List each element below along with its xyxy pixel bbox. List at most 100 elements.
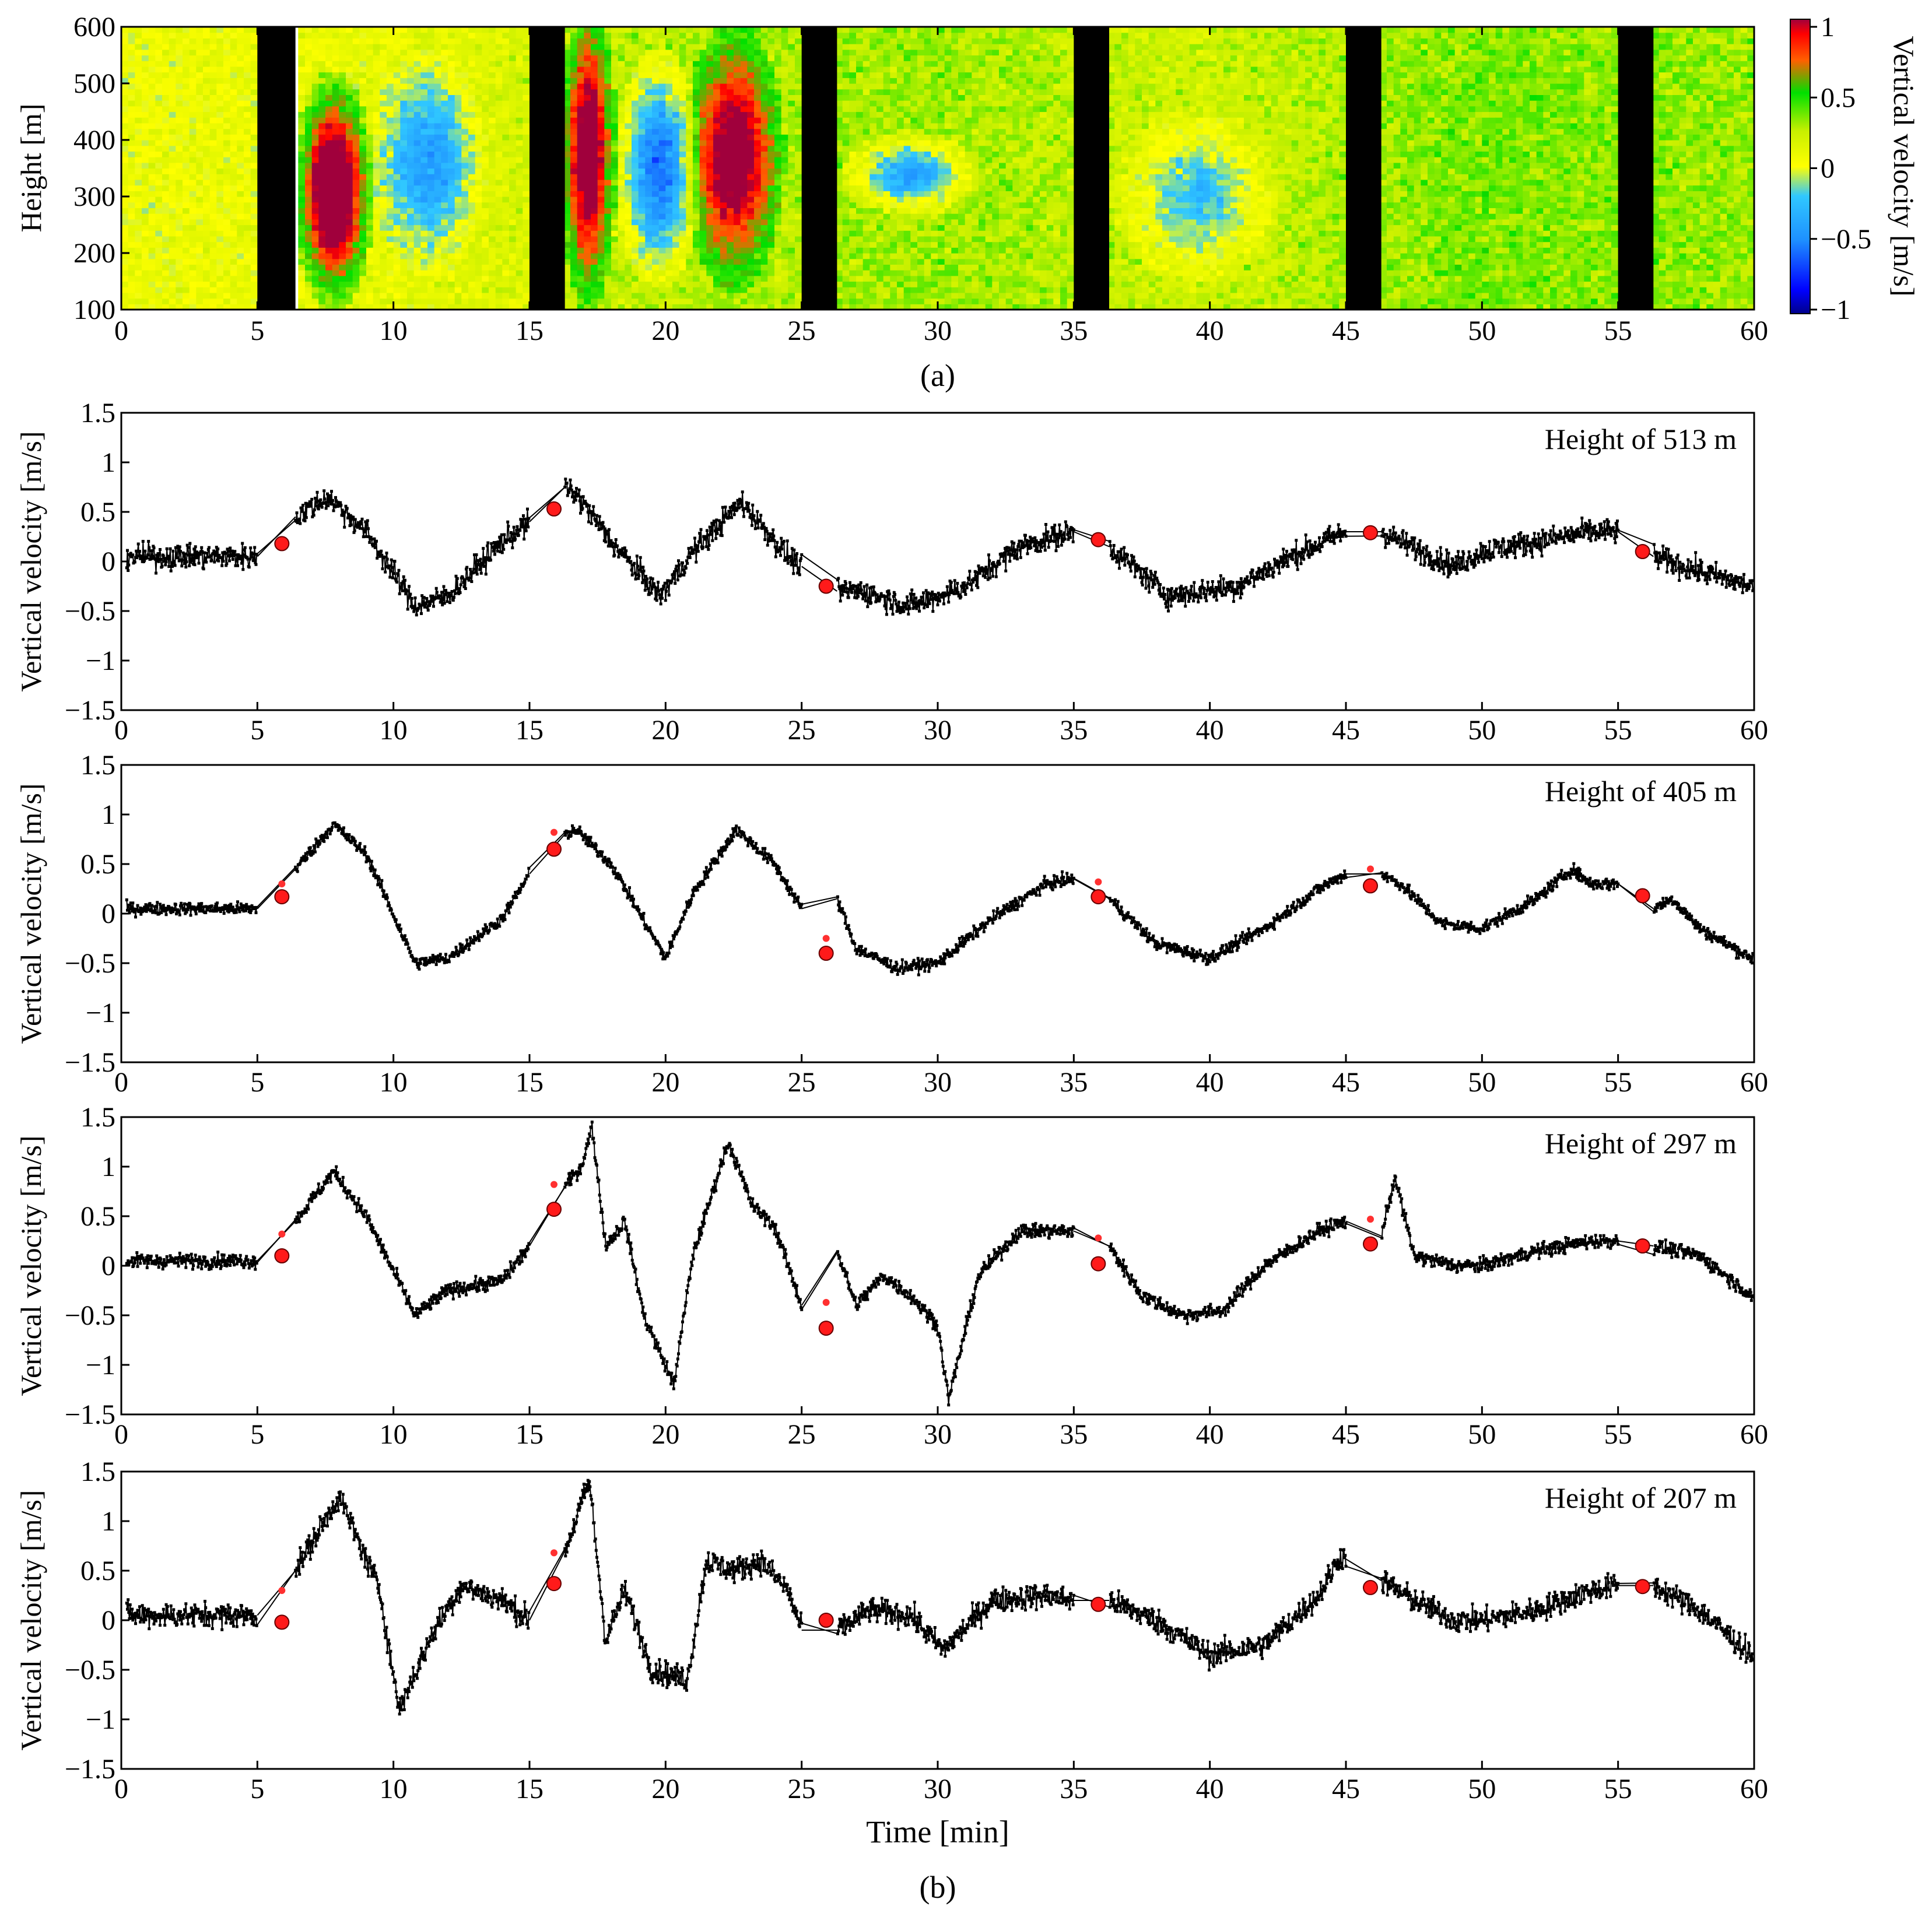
- heatmap-cell: [740, 258, 748, 265]
- heatmap-cell: [672, 191, 680, 197]
- heatmap-cell: [693, 162, 700, 169]
- heatmap-cell: [475, 55, 482, 61]
- heatmap-cell: [577, 157, 584, 163]
- heatmap-cell: [781, 196, 788, 203]
- heatmap-cell: [128, 162, 135, 169]
- heatmap-cell: [699, 122, 707, 129]
- heatmap-cell: [482, 224, 489, 231]
- heatmap-cell: [720, 27, 727, 33]
- heatmap-cell: [862, 168, 870, 174]
- heatmap-cell: [305, 213, 313, 220]
- heatmap-cell: [325, 230, 333, 237]
- heatmap-cell: [135, 298, 142, 304]
- heatmap-cell: [393, 281, 401, 287]
- heatmap-cell: [189, 100, 197, 107]
- heatmap-cell: [774, 157, 782, 163]
- heatmap-cell: [359, 236, 367, 243]
- heatmap-cell: [740, 111, 748, 118]
- heatmap-cell: [413, 157, 421, 163]
- heatmap-cell: [516, 44, 523, 50]
- heatmap-cell: [720, 72, 727, 78]
- heatmap-cell: [706, 168, 714, 174]
- heatmap-cell: [366, 219, 374, 226]
- heatmap-cell: [618, 287, 625, 293]
- heatmap-cell: [427, 128, 435, 135]
- heatmap-cell: [754, 258, 762, 265]
- heatmap-cell: [393, 157, 401, 163]
- heatmap-cell: [346, 83, 353, 90]
- heatmap-cell: [658, 140, 666, 146]
- heatmap-cell: [407, 117, 415, 124]
- heatmap-cell: [400, 38, 408, 44]
- heatmap-cell: [359, 247, 367, 254]
- heatmap-cell: [883, 304, 890, 310]
- heatmap-cell: [244, 100, 251, 107]
- heatmap-cell: [495, 106, 503, 113]
- heatmap-cell: [516, 49, 523, 56]
- heatmap-cell: [795, 208, 802, 214]
- heatmap-cell: [754, 304, 762, 310]
- heatmap-cell: [862, 128, 870, 135]
- heatmap-cell: [781, 38, 788, 44]
- heatmap-cell: [897, 196, 904, 203]
- heatmap-cell: [849, 49, 857, 56]
- heatmap-cell: [869, 49, 877, 56]
- heatmap-cell: [250, 111, 258, 118]
- heatmap-cell: [856, 134, 864, 141]
- heatmap-cell: [366, 258, 374, 265]
- heatmap-cell: [693, 134, 700, 141]
- heatmap-cell: [625, 106, 632, 113]
- heatmap-cell: [244, 32, 251, 38]
- heatmap-cell: [128, 287, 135, 293]
- heatmap-cell: [366, 191, 374, 197]
- heatmap-cell: [298, 134, 306, 141]
- heatmap-cell: [734, 191, 741, 197]
- heatmap-cell: [318, 94, 326, 101]
- heatmap-cell: [632, 281, 639, 287]
- heatmap-cell: [250, 151, 258, 157]
- heatmap-cell: [618, 230, 625, 237]
- heatmap-cell: [169, 55, 176, 61]
- heatmap-cell: [339, 298, 346, 304]
- heatmap-cell: [897, 78, 904, 84]
- heatmap-cell: [169, 185, 176, 191]
- heatmap-cell: [693, 174, 700, 180]
- heatmap-cell: [638, 78, 646, 84]
- heatmap-cell: [169, 49, 176, 56]
- heatmap-cell: [380, 140, 387, 146]
- heatmap-cell: [407, 122, 415, 129]
- heatmap-cell: [509, 219, 517, 226]
- heatmap-cell: [434, 304, 441, 310]
- heatmap-cell: [380, 275, 387, 282]
- heatmap-cell: [250, 258, 258, 265]
- heatmap-cell: [454, 38, 462, 44]
- heatmap-cell: [128, 117, 135, 124]
- heatmap-cell: [176, 241, 183, 248]
- heatmap-cell: [183, 298, 190, 304]
- heatmap-cell: [482, 298, 489, 304]
- heatmap-cell: [584, 196, 591, 203]
- heatmap-cell: [584, 247, 591, 254]
- heatmap-cell: [747, 128, 755, 135]
- heatmap-cell: [468, 219, 476, 226]
- heatmap-cell: [148, 32, 156, 38]
- heatmap-cell: [216, 32, 224, 38]
- heatmap-cell: [420, 230, 428, 237]
- heatmap-cell: [903, 106, 911, 113]
- heatmap-cell: [713, 191, 721, 197]
- heatmap-cell: [448, 151, 455, 157]
- heatmap-cell: [584, 219, 591, 226]
- heatmap-cell: [230, 72, 237, 78]
- heatmap-cell: [332, 191, 339, 197]
- heatmap-cell: [244, 106, 251, 113]
- heatmap-cell: [373, 27, 380, 33]
- heatmap-cell: [652, 264, 660, 271]
- heatmap-cell: [148, 281, 156, 287]
- heatmap-cell: [142, 202, 149, 208]
- heatmap-cell: [216, 27, 224, 33]
- heatmap-cell: [774, 247, 782, 254]
- heatmap-cell: [250, 32, 258, 38]
- heatmap-cell: [862, 236, 870, 243]
- heatmap-cell: [305, 292, 313, 299]
- heatmap-cell: [597, 287, 605, 293]
